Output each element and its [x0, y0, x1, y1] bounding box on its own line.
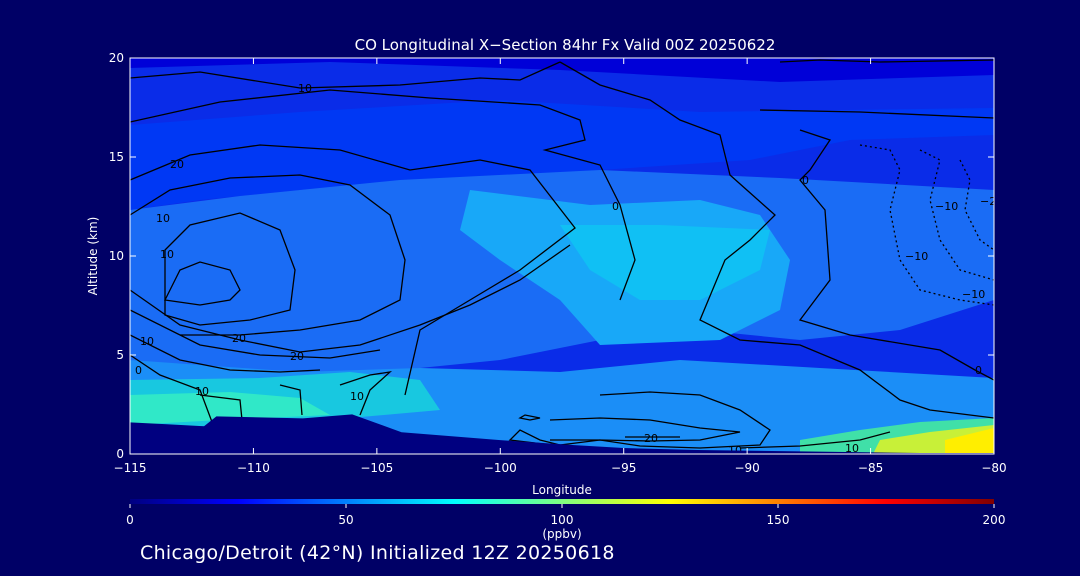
- x-tick-label: −90: [734, 461, 759, 475]
- contour-label: 10: [845, 442, 859, 455]
- contour-line: [164, 212, 296, 326]
- contour-label: 10: [140, 335, 154, 348]
- contour-label: 10: [160, 248, 174, 261]
- contour-line: [549, 417, 741, 442]
- field-band-high: [130, 58, 994, 82]
- colorbar-ticks: 0 50 100 150 200: [126, 504, 1005, 527]
- colorbar-unit-label: (ppbv): [542, 527, 581, 541]
- x-tick-label: −85: [858, 461, 883, 475]
- y-tick-label: 20: [109, 51, 124, 65]
- colorbar-tick-label: 50: [338, 513, 353, 527]
- x-tick-label: −95: [611, 461, 636, 475]
- contour-line: [130, 89, 636, 301]
- contour-label: 20: [290, 350, 304, 363]
- contour-label: 20: [170, 158, 184, 171]
- contour-label: 10: [156, 212, 170, 225]
- field-boundary-east-max: [945, 428, 994, 454]
- contour-line: [798, 129, 994, 381]
- contour-label: 0: [802, 174, 809, 187]
- plot-area: 10 20 10 10 10 20 10 20 0 10 0 0 −10 −20…: [130, 58, 1003, 457]
- concentration-field: [130, 58, 994, 454]
- contour-label: 0: [612, 200, 619, 213]
- contour-label: −10: [935, 200, 958, 213]
- contour-label: −10: [905, 250, 928, 263]
- contour-line: [130, 354, 213, 423]
- contour-label: −20: [980, 195, 1003, 208]
- contour-label: 10: [350, 390, 364, 403]
- y-tick-label: 0: [116, 447, 124, 461]
- contour-line: [779, 59, 994, 63]
- contour-line: [508, 391, 771, 449]
- contour-label-group: 10 20 10 10 10 20 10 20 0 10 0 0 −10 −20…: [135, 82, 1003, 457]
- colorbar-tick-label: 150: [767, 513, 790, 527]
- y-tick-label: 15: [109, 150, 124, 164]
- contour-line: [518, 414, 541, 421]
- footer-caption: Chicago/Detroit (42°N) Initialized 12Z 2…: [140, 542, 615, 564]
- colorbar: [130, 499, 994, 504]
- contour-line: [339, 371, 393, 416]
- colorbar-tick-label: 200: [983, 513, 1006, 527]
- contour-lines: [130, 59, 994, 449]
- contour-line: [759, 109, 994, 119]
- contour-label: 10: [195, 385, 209, 398]
- contour-line: [739, 431, 891, 449]
- colorbar-tick-label: 0: [126, 513, 134, 527]
- chart-title: CO Longitudinal X−Section 84hr Fx Valid …: [355, 36, 776, 54]
- x-tick-label: −110: [237, 461, 270, 475]
- x-axis-label: Longitude: [532, 483, 592, 497]
- contour-line: [164, 261, 241, 306]
- contour-line: [130, 244, 571, 353]
- y-tick-label: 5: [116, 348, 124, 362]
- contour-label: −10: [962, 288, 985, 301]
- contour-line: [130, 309, 381, 359]
- y-tick-label: 10: [109, 249, 124, 263]
- contour-line: [279, 384, 303, 416]
- contour-line: [859, 144, 994, 306]
- x-tick-label: −100: [484, 461, 517, 475]
- y-axis-label: Altitude (km): [86, 217, 100, 296]
- contour-line: [199, 394, 243, 421]
- contour-label: 0: [975, 364, 982, 377]
- terrain-mask: [130, 414, 994, 454]
- field-boundary-west-high: [130, 392, 330, 425]
- colorbar-tick-label: 100: [551, 513, 574, 527]
- contour-line: [130, 334, 321, 373]
- contour-line: [919, 149, 994, 281]
- contour-line: [130, 174, 406, 336]
- x-tick-label: −105: [360, 461, 393, 475]
- contour-line: [130, 144, 576, 396]
- contour-label: 0: [135, 364, 142, 377]
- field-plume-cyan-2: [560, 225, 770, 300]
- contour-label: 10: [728, 444, 742, 457]
- x-tick-label: −80: [981, 461, 1006, 475]
- contour-line: [559, 61, 994, 419]
- contour-label: 10: [298, 82, 312, 95]
- contour-label: 20: [232, 332, 246, 345]
- contour-line: [130, 61, 561, 89]
- x-tick-label: −115: [114, 461, 147, 475]
- contour-label: 20: [644, 432, 658, 445]
